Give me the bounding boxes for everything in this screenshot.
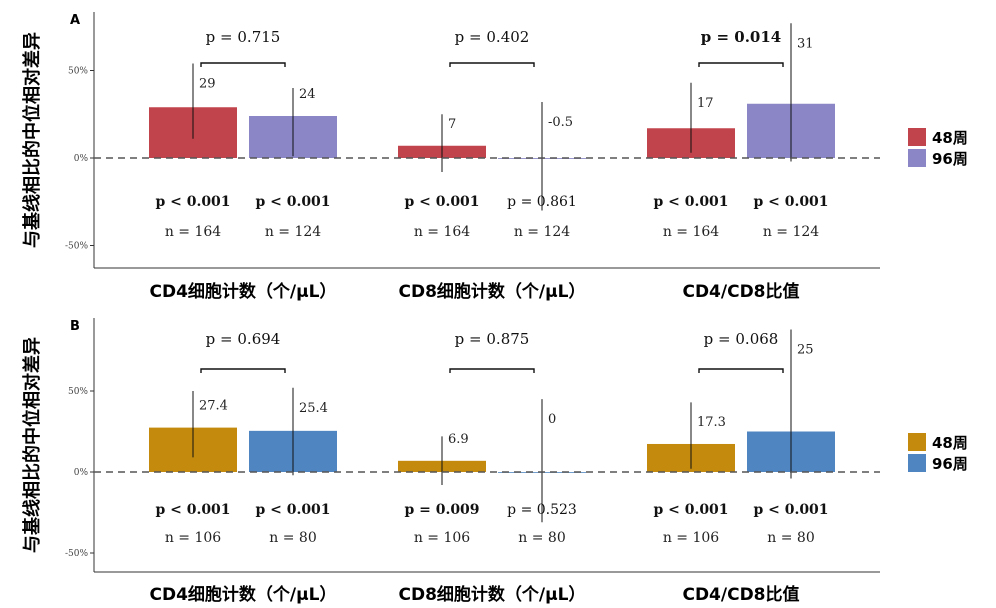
panel-label: A xyxy=(70,13,80,28)
y-tick-label: 0% xyxy=(74,468,89,478)
data-label: 27.4 xyxy=(199,399,228,414)
comparison-p-value: p = 0.875 xyxy=(455,330,530,348)
p-value-label: p < 0.001 xyxy=(653,194,728,210)
y-tick-label: 50% xyxy=(68,387,88,397)
legend-swatch xyxy=(908,433,926,451)
comparison-bracket xyxy=(200,62,286,67)
data-label: 6.9 xyxy=(448,432,469,447)
p-value-label: p < 0.001 xyxy=(653,502,728,518)
legend-label: 48周 xyxy=(932,129,968,147)
p-value-label: p < 0.001 xyxy=(255,502,330,518)
comparison-bracket xyxy=(449,368,535,373)
n-label: n = 164 xyxy=(414,224,470,240)
comparison-p-value: p = 0.694 xyxy=(206,330,281,348)
p-value-label: p < 0.001 xyxy=(404,194,479,210)
comparison-p-value: p = 0.068 xyxy=(704,330,779,348)
chart-panel-a: A -50% 0% 50% 与基线相比的中位相对差异 29 p < 0.001 n = 164… xyxy=(21,12,968,302)
data-label: 17.3 xyxy=(697,415,726,430)
n-label: n = 164 xyxy=(663,224,719,240)
p-value-label: p < 0.001 xyxy=(155,194,230,210)
legend-label: 48周 xyxy=(932,434,968,452)
legend-swatch xyxy=(908,454,926,472)
category-label: CD4/CD8比值 xyxy=(682,281,799,302)
data-label: 31 xyxy=(797,36,814,51)
n-label: n = 106 xyxy=(414,530,470,546)
comparison-p-value: p = 0.014 xyxy=(701,28,781,46)
data-label: 0 xyxy=(548,412,556,427)
p-value-label: p < 0.001 xyxy=(753,194,828,210)
legend-label: 96周 xyxy=(932,150,968,168)
n-label: n = 106 xyxy=(663,530,719,546)
data-label: 25.4 xyxy=(299,401,328,416)
y-tick-label: -50% xyxy=(65,242,88,252)
n-label: n = 124 xyxy=(265,224,321,240)
category-label: CD4/CD8比值 xyxy=(682,584,799,605)
data-label: 24 xyxy=(299,87,316,102)
p-value-label: p = 0.523 xyxy=(507,502,577,518)
comparison-p-value: p = 0.715 xyxy=(206,28,281,46)
p-value-label: p < 0.001 xyxy=(255,194,330,210)
comparison-bracket xyxy=(698,368,784,373)
data-label: 7 xyxy=(448,117,456,132)
legend-label: 96周 xyxy=(932,455,968,473)
n-label: n = 124 xyxy=(514,224,570,240)
comparison-bracket xyxy=(698,62,784,67)
y-tick-label: 50% xyxy=(68,67,88,77)
n-label: n = 164 xyxy=(165,224,221,240)
n-label: n = 80 xyxy=(767,530,814,546)
data-label: 17 xyxy=(697,96,714,111)
n-label: n = 80 xyxy=(518,530,565,546)
y-tick-label: 0% xyxy=(74,154,89,164)
category-label: CD4细胞计数（个/μL） xyxy=(150,584,337,605)
comparison-p-value: p = 0.402 xyxy=(455,28,530,46)
comparison-bracket xyxy=(200,368,286,373)
data-label: 25 xyxy=(797,342,814,357)
legend-swatch xyxy=(908,128,926,146)
chart-panel-b: B -50% 0% 50% 与基线相比的中位相对差异 27.4 p < 0.001 n = 1… xyxy=(21,318,968,605)
n-label: n = 124 xyxy=(763,224,819,240)
p-value-label: p = 0.861 xyxy=(507,194,577,210)
category-label: CD4细胞计数（个/μL） xyxy=(150,281,337,302)
data-label: 29 xyxy=(199,77,216,92)
p-value-label: p < 0.001 xyxy=(753,502,828,518)
p-value-label: p < 0.001 xyxy=(155,502,230,518)
y-tick-label: -50% xyxy=(65,549,88,559)
y-axis-title: 与基线相比的中位相对差异 xyxy=(21,32,43,248)
panel-label: B xyxy=(70,319,80,334)
y-axis-title: 与基线相比的中位相对差异 xyxy=(21,337,43,553)
n-label: n = 80 xyxy=(269,530,316,546)
legend-swatch xyxy=(908,149,926,167)
data-label: -0.5 xyxy=(548,115,573,130)
n-label: n = 106 xyxy=(165,530,221,546)
category-label: CD8细胞计数（个/μL） xyxy=(399,281,586,302)
category-label: CD8细胞计数（个/μL） xyxy=(399,584,586,605)
comparison-bracket xyxy=(449,62,535,67)
p-value-label: p = 0.009 xyxy=(404,502,479,518)
